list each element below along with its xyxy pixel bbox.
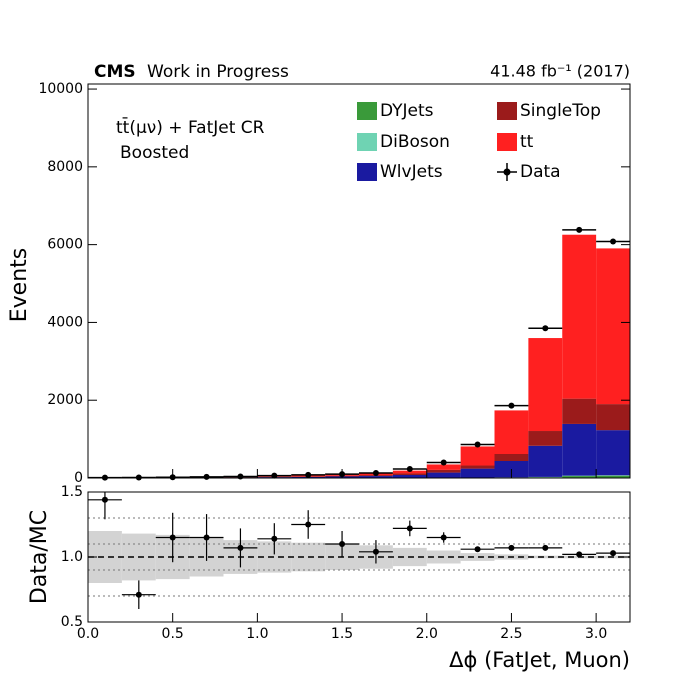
x-tick-label: 1.5 [331, 626, 353, 642]
data-point [610, 238, 617, 245]
legend-swatch [497, 102, 517, 120]
data-point [305, 471, 312, 478]
data-point [271, 472, 278, 479]
legend-swatch [357, 133, 377, 151]
ratio-point [576, 551, 583, 558]
x-tick-label: 2.0 [416, 626, 438, 642]
y-tick-label: 0 [74, 470, 83, 486]
y-axis-label: Data/MC [27, 510, 52, 604]
ratio-point [135, 591, 142, 598]
legend-label: SingleTop [520, 101, 601, 121]
legend-label: DiBoson [380, 132, 450, 152]
bar-segment [562, 423, 597, 476]
legend-label: DYJets [380, 101, 434, 121]
data-point [576, 226, 583, 233]
bar-segment [426, 472, 461, 478]
x-tick-label: 1.0 [246, 626, 268, 642]
y-tick-label: 1.5 [61, 484, 83, 500]
data-point [406, 466, 413, 473]
annotation: Boosted [120, 143, 189, 163]
ratio-point [474, 546, 481, 553]
annotation: tt̄(μν) + FatJet CR [116, 116, 265, 138]
bar-segment [562, 476, 597, 478]
bar-segment [460, 465, 495, 469]
bar-segment [596, 475, 630, 478]
bar-segment [359, 476, 393, 478]
bar-segment [562, 234, 597, 399]
ratio-point [610, 550, 617, 557]
uncertainty-band [528, 555, 563, 559]
bar-segment [494, 410, 529, 455]
ratio-point [372, 548, 379, 555]
uncertainty-band [460, 553, 495, 561]
bar-segment [596, 248, 630, 405]
bar-segment [528, 445, 563, 477]
legend-label: Data [520, 162, 561, 182]
data-point [508, 402, 515, 409]
experiment: CMS [94, 62, 136, 82]
data-point [203, 473, 210, 480]
y-tick-label: 2000 [47, 392, 83, 408]
bar-segment [392, 473, 427, 476]
data-point [372, 469, 379, 476]
ratio-point [237, 544, 244, 551]
ratio-point [508, 544, 515, 551]
bar-segment [426, 469, 461, 473]
plot-frame [87, 83, 631, 479]
y-tick-label: 0.5 [61, 614, 83, 630]
ratio-point [542, 544, 549, 551]
bar-segment [528, 431, 563, 446]
x-axis-label: Δϕ (FatJet, Muon) [449, 648, 630, 672]
x-tick-label: 2.5 [500, 626, 522, 642]
legend-label: WlvJets [380, 162, 443, 182]
lumi: 41.48 fb⁻¹ (2017) [490, 62, 630, 81]
x-tick-label: 0.5 [162, 626, 184, 642]
ratio-point [101, 496, 108, 503]
legend-swatch [357, 163, 377, 181]
ratio-point [271, 535, 278, 542]
legend-data-marker [503, 168, 511, 176]
bar-segment [494, 454, 529, 462]
y-tick-label: 6000 [47, 237, 83, 253]
ratio-point [305, 521, 312, 528]
y-tick-label: 10000 [38, 81, 83, 97]
data-point [474, 441, 481, 448]
data-point [542, 325, 549, 332]
ratio-point [440, 534, 447, 541]
ratio-point [169, 534, 176, 541]
bar-segment [426, 464, 461, 470]
x-tick-label: 3.0 [585, 626, 607, 642]
y-tick-label: 1.0 [61, 549, 83, 565]
legend-swatch [497, 133, 517, 151]
bar-segment [528, 338, 563, 432]
bar-segment [392, 475, 427, 478]
legend-label: tt [520, 132, 534, 152]
ratio-point [203, 534, 210, 541]
bar-segment [460, 468, 495, 478]
ratio-point [406, 525, 413, 532]
legend-swatch [357, 102, 377, 120]
status: Work in Progress [147, 62, 289, 82]
data-point [237, 473, 244, 480]
bar-segment [460, 446, 495, 466]
bar-segment [596, 404, 630, 431]
ratio-point [339, 541, 346, 547]
y-axis-label: Events [7, 248, 32, 323]
y-tick-label: 8000 [47, 159, 83, 175]
bar-segment [596, 430, 630, 476]
data-point [440, 459, 447, 466]
y-tick-label: 4000 [47, 314, 83, 330]
x-tick-label: 0.0 [77, 626, 99, 642]
bar-segment [562, 398, 597, 424]
